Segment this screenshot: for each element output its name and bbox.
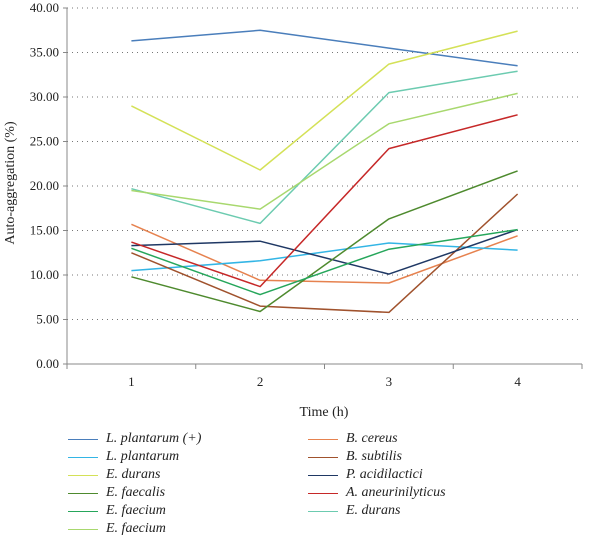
legend-swatch [308,510,338,512]
x-tick-labels: 1 2 3 4 [128,374,521,389]
legend-item: E. durans [68,466,160,484]
legend-swatch [68,456,98,458]
series-line [131,228,518,275]
series-line [131,92,518,210]
legend-item: B. cereus [308,430,398,448]
series-line [131,170,518,313]
series-line [131,29,518,67]
legend-label: E. durans [106,467,161,482]
series-line [131,223,518,284]
legend-label: E. durans [346,503,401,518]
series-line [131,193,519,314]
legend-swatch [308,474,338,476]
legend-label: L. plantarum [106,449,180,464]
legend-label: B. cereus [346,431,398,446]
series-line [131,114,518,288]
legend-swatch [308,456,338,458]
legend-swatch [68,510,98,512]
x-tick-label: 3 [386,374,393,389]
series-line [131,228,518,296]
y-tick-label: 10.00 [30,267,59,282]
legend-swatch [68,474,98,476]
legend-item: L. plantarum (+) [68,430,201,448]
y-tick-label: 35.00 [30,45,59,60]
legend-item: B. subtilis [308,448,402,466]
y-tick-label: 40.00 [30,0,59,15]
legend-item: E. durans [308,502,400,520]
legend-label: B. subtilis [346,449,403,464]
legend-item: E. faecium [68,520,166,538]
series-line [131,242,518,272]
series-lines [131,29,519,314]
y-tick-label: 25.00 [30,134,59,149]
y-tick-label: 30.00 [30,89,59,104]
y-tick-label: 0.00 [36,356,59,371]
legend-label: E. faecium [106,503,166,518]
axes [63,7,583,369]
legend-item: P. acidilactici [308,466,423,484]
legend-item: A. aneurinilyticus [308,484,446,502]
y-tick-label: 5.00 [36,312,59,327]
series-line [131,70,518,225]
legend-swatch [308,492,338,494]
legend-label: E. faecalis [106,485,166,500]
x-tick-label: 2 [257,374,264,389]
series-line [131,30,518,171]
legend-swatch [68,438,98,440]
y-tick-label: 15.00 [30,223,59,238]
legend-item: E. faecalis [68,484,165,502]
legend-item: L. plantarum [68,448,179,466]
legend-label: L. plantarum (+) [106,431,202,446]
x-axis-title: Time (h) [300,405,349,420]
y-axis-title: Auto-aggregation (%) [3,121,18,245]
legend-swatch [68,492,98,494]
x-tick-label: 4 [514,374,521,389]
y-tick-label: 20.00 [30,178,59,193]
legend-swatch [308,438,338,440]
x-tick-label: 1 [128,374,135,389]
legend-item: E. faecium [68,502,166,520]
legend-swatch [68,528,98,530]
legend-label: A. aneurinilyticus [346,485,446,500]
y-tick-labels: 0.00 5.00 10.00 15.00 20.00 25.00 30.00 35.00 40… [30,0,59,371]
legend-label: E. faecium [106,521,166,536]
legend-label: P. acidilactici [346,467,423,482]
gridlines [67,7,582,320]
